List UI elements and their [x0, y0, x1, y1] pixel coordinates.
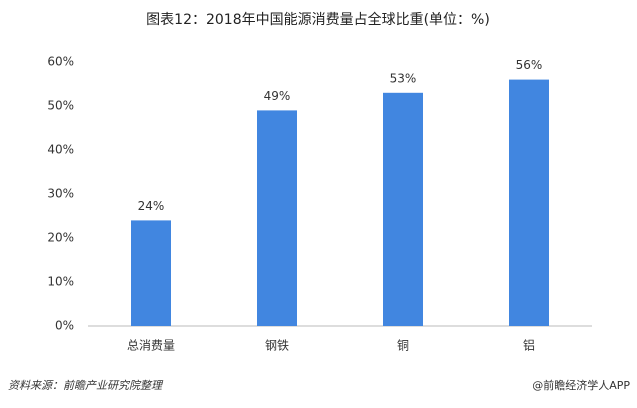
y-tick-label: 40%	[47, 143, 74, 157]
y-tick-label: 0%	[55, 319, 74, 333]
bar	[509, 79, 549, 326]
credit: @前瞻经济学人APP	[532, 378, 630, 392]
x-tick-label: 铝	[523, 338, 535, 353]
y-tick-label: 60%	[47, 55, 74, 69]
x-tick-label: 钢铁	[265, 339, 289, 353]
x-tick-label: 总消费量	[127, 339, 175, 353]
value-label: 24%	[138, 199, 165, 213]
y-tick-label: 50%	[47, 99, 74, 113]
bar	[131, 220, 171, 326]
x-tick-label: 铜	[397, 338, 409, 353]
source-note: 资料来源：前瞻产业研究院整理	[8, 379, 164, 392]
value-label: 53%	[390, 71, 417, 85]
bar	[383, 92, 423, 326]
bar	[257, 110, 297, 327]
chart-title: 图表12：2018年中国能源消费量占全球比重(单位：%)	[146, 11, 490, 28]
value-label: 56%	[516, 58, 543, 72]
y-tick-label: 20%	[47, 231, 74, 245]
y-tick-label: 30%	[47, 187, 74, 201]
y-tick-label: 10%	[47, 275, 74, 289]
value-label: 49%	[264, 89, 291, 103]
